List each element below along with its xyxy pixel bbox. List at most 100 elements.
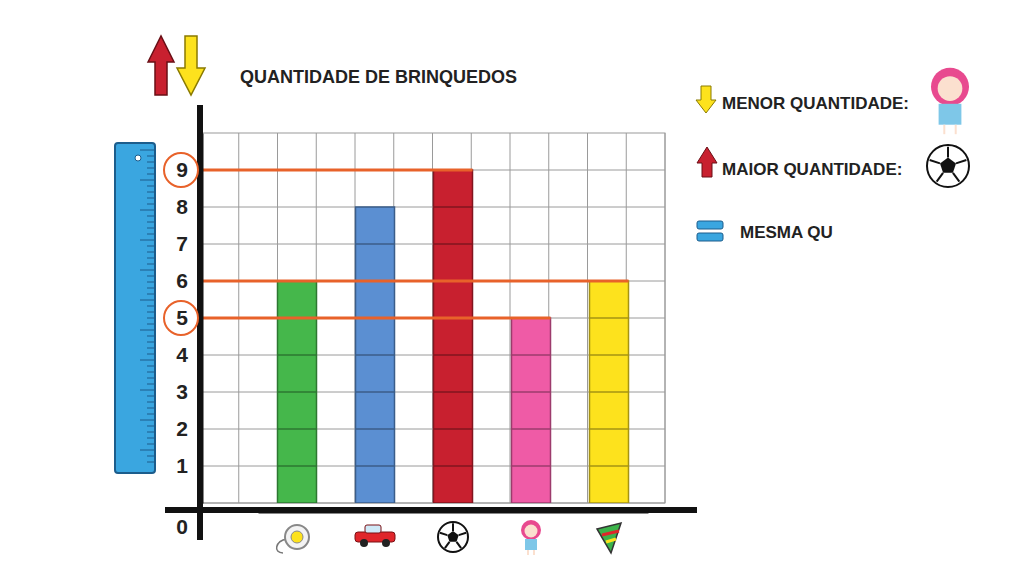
icon-car-wheel xyxy=(360,539,368,547)
bar-block-divider xyxy=(512,391,551,393)
ruler-tick xyxy=(140,270,155,271)
bar-block-divider xyxy=(590,428,629,430)
icon-doll-body xyxy=(525,539,537,550)
equal-sign-icon xyxy=(697,233,723,241)
ruler-tick xyxy=(140,240,155,241)
tick-highlight-circle xyxy=(164,153,198,187)
ruler-tick xyxy=(147,186,155,187)
reference-line xyxy=(200,169,473,172)
ruler-tick xyxy=(147,414,155,415)
ruler-tick xyxy=(147,204,155,205)
ruler-tick xyxy=(147,336,155,337)
icon-yoyo-center xyxy=(291,531,303,543)
ruler-body xyxy=(115,143,155,473)
bar-block-divider xyxy=(434,354,473,356)
bar-block-divider xyxy=(356,391,395,393)
bar xyxy=(278,281,317,503)
ruler-tick xyxy=(147,396,155,397)
ruler-tick xyxy=(147,162,155,163)
annotation-icon xyxy=(931,68,969,135)
ruler-tick xyxy=(147,258,155,259)
ruler-tick xyxy=(147,408,155,409)
ruler-tick xyxy=(147,456,155,457)
ruler-tick xyxy=(147,324,155,325)
y-tick-label: 6 xyxy=(176,269,188,292)
y-tick-label: 5 xyxy=(176,306,188,329)
ruler-tick xyxy=(140,420,155,421)
bar xyxy=(512,318,551,503)
ruler-tick xyxy=(147,174,155,175)
ruler-tick xyxy=(140,390,155,391)
ruler-tick xyxy=(147,354,155,355)
bar-block-divider xyxy=(512,354,551,356)
ruler-tick xyxy=(147,168,155,169)
ruler-tick xyxy=(140,180,155,181)
ruler-tick xyxy=(147,426,155,427)
x-axis-line xyxy=(259,508,649,514)
ruler-hole xyxy=(135,155,141,161)
category-icon xyxy=(438,522,468,552)
bar-block-divider xyxy=(434,391,473,393)
icon-ball-patch xyxy=(940,158,956,173)
y-tick-label: 9 xyxy=(176,158,188,181)
icon-ball-seam xyxy=(947,147,949,158)
ruler-tick xyxy=(147,462,155,463)
icon-ball-seam xyxy=(452,523,454,531)
annotation-icon xyxy=(927,145,969,187)
icon-doll-hair xyxy=(521,520,541,540)
icon-ball-seam xyxy=(459,533,466,535)
bar-block-divider xyxy=(434,428,473,430)
icon-ball-seam xyxy=(953,173,959,182)
y-tick-label: 0 xyxy=(176,515,188,538)
ruler xyxy=(115,143,155,473)
icon-yoyo xyxy=(285,525,309,549)
category-icon xyxy=(521,520,541,555)
up-arrow-icon xyxy=(148,36,174,95)
y-tick: 6 xyxy=(176,269,200,292)
icon-ball-seam xyxy=(457,542,462,548)
ruler-tick xyxy=(147,246,155,247)
tick-highlight-circle xyxy=(164,301,198,335)
icon-ball xyxy=(438,522,468,552)
grid-line xyxy=(200,392,665,393)
icon-top-stripe xyxy=(602,531,619,535)
icon-ball-seam xyxy=(937,173,943,182)
ruler-tick xyxy=(147,156,155,157)
ruler-tick xyxy=(147,294,155,295)
ruler-tick xyxy=(147,378,155,379)
up-arrow-icon xyxy=(697,147,717,177)
bar xyxy=(434,170,473,503)
annotation: MESMA QU xyxy=(740,223,833,242)
grid-line xyxy=(200,318,665,319)
x-axis xyxy=(259,510,649,512)
down-arrow-icon xyxy=(696,86,716,113)
icon-doll-face xyxy=(938,76,963,101)
plot-frame xyxy=(200,133,665,503)
bar-block-divider xyxy=(278,391,317,393)
ruler-tick xyxy=(140,150,155,151)
icon-doll-body xyxy=(939,104,962,125)
bar-block-divider xyxy=(356,428,395,430)
category-icon xyxy=(597,523,621,553)
icon-ball-seam xyxy=(445,542,450,548)
bar xyxy=(356,207,395,503)
bar-block-divider xyxy=(278,428,317,430)
bar-block-divider xyxy=(590,317,629,319)
ruler-tick xyxy=(147,372,155,373)
category-icon xyxy=(277,525,309,553)
ruler-tick xyxy=(147,288,155,289)
ruler-tick xyxy=(147,276,155,277)
ruler-tick xyxy=(140,210,155,211)
icon-doll-leg xyxy=(527,550,529,555)
icon-doll-leg xyxy=(533,550,535,555)
ruler-tick xyxy=(140,330,155,331)
reference-line xyxy=(200,280,629,283)
bar-block-divider xyxy=(356,354,395,356)
ruler-tick xyxy=(147,342,155,343)
ruler-tick xyxy=(147,198,155,199)
y-tick: 7 xyxy=(176,232,200,255)
ruler-tick xyxy=(147,432,155,433)
category-icon xyxy=(355,525,395,547)
bar-block-divider xyxy=(278,465,317,467)
bar-block-divider xyxy=(512,465,551,467)
